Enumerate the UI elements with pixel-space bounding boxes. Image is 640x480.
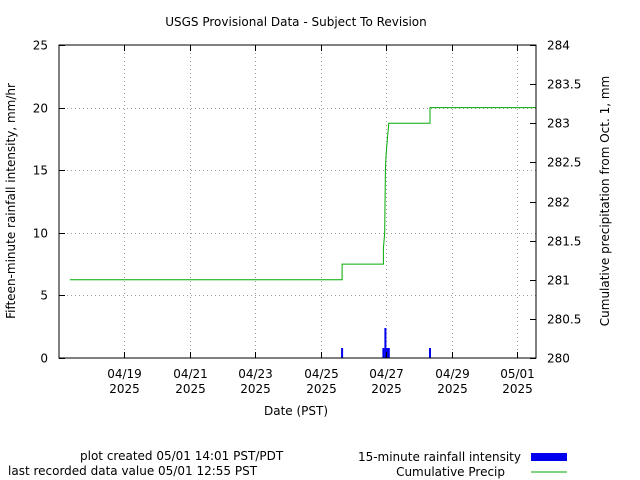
y-tick-label-right: 283 [547, 117, 570, 131]
rainfall-bar [382, 348, 385, 358]
chart-title: USGS Provisional Data - Subject To Revis… [165, 15, 427, 29]
rainfall-bar [341, 348, 344, 358]
x-tick-year: 2025 [109, 382, 140, 396]
axis-ticks: 04/19202504/21202504/23202504/25202504/2… [33, 39, 582, 397]
x-tick-label: 04/19 [107, 367, 142, 381]
x-tick-year: 2025 [240, 382, 271, 396]
plot-frame [58, 44, 537, 359]
y-tick-label-left: 15 [33, 164, 48, 178]
cumulative-precip-line [69, 107, 536, 281]
y-axis-label-right: Cumulative precipitation from Oct. 1, mm [598, 76, 612, 326]
cumulative-precip-series [69, 107, 536, 281]
x-tick-year: 2025 [371, 382, 402, 396]
grid-lines [59, 45, 536, 358]
y-axis-label-left: Fifteen-minute rainfall intensity, mm/hr [4, 83, 18, 319]
x-tick-year: 2025 [437, 382, 468, 396]
legend-label-intensity: 15-minute rainfall intensity [358, 450, 521, 464]
x-tick-label: 04/27 [369, 367, 404, 381]
x-axis-label: Date (PST) [264, 404, 328, 418]
y-tick-label-left: 0 [40, 352, 48, 366]
y-tick-label-left: 10 [33, 227, 48, 241]
plot-created-note: plot created 05/01 14:01 PST/PDT [80, 449, 284, 463]
y-tick-label-right: 284 [547, 39, 570, 53]
y-tick-label-right: 283.5 [547, 78, 581, 92]
x-tick-year: 2025 [306, 382, 337, 396]
rainfall-bar [429, 348, 431, 358]
legend-swatch-intensity [531, 453, 567, 461]
x-tick-year: 2025 [502, 382, 533, 396]
x-tick-label: 05/01 [500, 367, 535, 381]
y-tick-label-right: 282 [547, 196, 570, 210]
y-tick-label-left: 5 [40, 289, 48, 303]
y-tick-label-right: 280.5 [547, 313, 581, 327]
x-tick-year: 2025 [175, 382, 206, 396]
rainfall-bar [386, 348, 389, 358]
y-tick-label-left: 25 [33, 39, 48, 53]
x-tick-label: 04/25 [304, 367, 339, 381]
y-tick-label-right: 282.5 [547, 156, 581, 170]
x-tick-label: 04/21 [173, 367, 208, 381]
y-tick-label-right: 280 [547, 352, 570, 366]
x-tick-label: 04/23 [238, 367, 273, 381]
legend-label-cumulative: Cumulative Precip [396, 465, 505, 479]
last-recorded-note: last recorded data value 05/01 12:55 PST [8, 464, 258, 478]
y-tick-label-left: 20 [33, 102, 48, 116]
y-tick-label-right: 281.5 [547, 235, 581, 249]
rainfall-bar [384, 328, 387, 358]
y-tick-label-right: 281 [547, 274, 570, 288]
rainfall-bar [387, 348, 390, 358]
legend: 15-minute rainfall intensity Cumulative … [358, 450, 567, 479]
x-tick-label: 04/29 [435, 367, 470, 381]
